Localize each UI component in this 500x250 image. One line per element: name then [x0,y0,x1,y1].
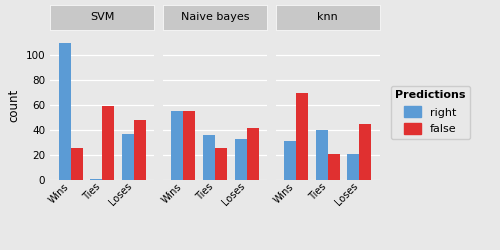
Bar [58,42,70,180]
Bar [70,148,83,180]
Bar [122,134,134,180]
Text: Naive bayes: Naive bayes [181,12,250,22]
Bar [360,124,372,180]
Bar [102,106,114,180]
Text: knn: knn [318,12,338,22]
Bar [234,139,246,180]
Bar [284,141,296,180]
Bar [172,111,183,180]
Y-axis label: count: count [7,88,20,122]
Bar [328,154,340,180]
Bar [203,135,215,180]
Bar [215,148,227,180]
Bar [316,130,328,180]
Text: SVM: SVM [90,12,114,22]
Bar [184,111,196,180]
Bar [296,92,308,180]
Bar [246,128,258,180]
Legend: right, false: right, false [390,86,470,139]
Bar [134,120,146,180]
Bar [348,154,360,180]
Bar [90,179,102,180]
